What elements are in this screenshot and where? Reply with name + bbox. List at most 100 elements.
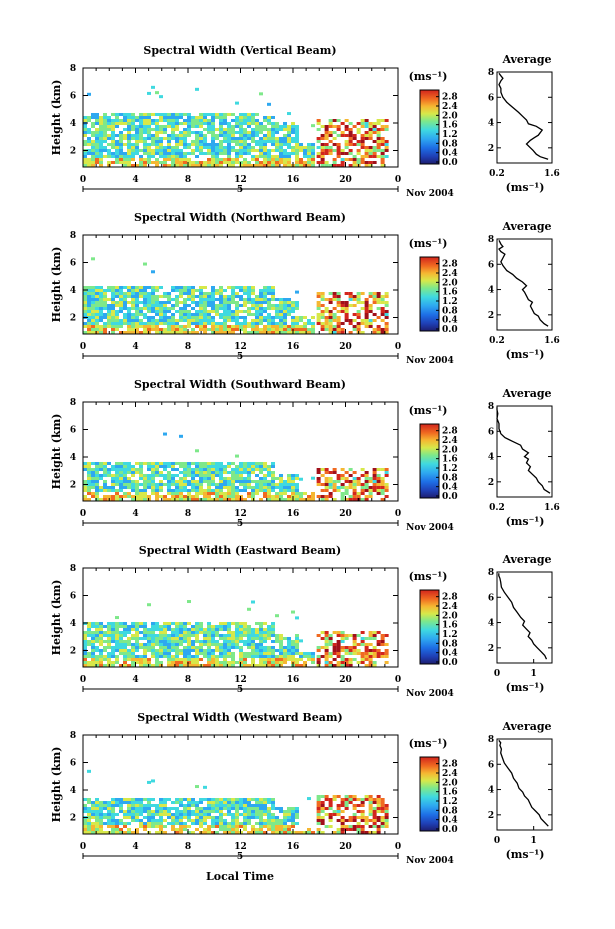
- y-tick-label: 2: [70, 647, 76, 657]
- colorbar-tick-label: 2.8: [442, 427, 458, 437]
- x-tick-label: 16: [287, 842, 300, 852]
- average-y-tick-label: 2: [488, 478, 494, 488]
- x-tick-label: 16: [287, 509, 300, 519]
- panel-1: Spectral Width (Northward Beam) 2 4 6 8 Heigh…: [50, 211, 560, 366]
- colorbar-tick-label: 0.8: [442, 806, 458, 816]
- x-tick-label: 12: [234, 842, 247, 852]
- colorbar-unit: (ms⁻¹): [409, 737, 448, 750]
- x-tick-label: 8: [185, 342, 191, 352]
- average-frame: [496, 571, 553, 664]
- x-tick-label: 12: [234, 509, 247, 519]
- heatmap-cells: [83, 769, 389, 834]
- x-tick-label: 0: [80, 342, 86, 352]
- x-tick-label: 0: [395, 842, 401, 852]
- x-tick-label: 16: [287, 675, 300, 685]
- colorbar-tick-label: 0.8: [442, 139, 458, 149]
- y-tick-label: 8: [70, 64, 76, 74]
- colorbar-tick-label: 0.4: [442, 483, 458, 493]
- average-profile-line: [496, 407, 551, 494]
- colorbar-unit: (ms⁻¹): [409, 570, 448, 583]
- y-tick-label: 4: [70, 286, 76, 296]
- colorbar: [419, 756, 440, 832]
- colorbar-tick-label: 0.0: [442, 658, 458, 668]
- x-tick-label: 8: [185, 175, 191, 185]
- average-y-tick-label: 2: [488, 311, 494, 321]
- date-label: Nov 2004: [406, 356, 454, 366]
- colorbar-tick-label: 2.0: [442, 111, 458, 121]
- y-tick-label: 8: [70, 398, 76, 408]
- colorbar-tick-label: 0.8: [442, 473, 458, 483]
- colorbar-tick-label: 0.0: [442, 158, 458, 168]
- colorbar-tick-label: 1.2: [442, 297, 458, 307]
- average-y-tick-label: 6: [488, 93, 494, 103]
- colorbar-tick-label: 1.6: [442, 621, 458, 631]
- average-y-tick-label: 6: [488, 760, 494, 770]
- average-y-tick-label: 8: [488, 735, 494, 745]
- panel-2: Spectral Width (Southward Beam) 2 4 6 8 Heigh…: [50, 378, 560, 533]
- x-tick-label: 20: [339, 175, 352, 185]
- date-label: Nov 2004: [406, 856, 454, 866]
- day-label: 5: [237, 519, 243, 529]
- y-tick-label: 8: [70, 231, 76, 241]
- colorbar: [419, 423, 440, 499]
- average-profile-line: [498, 573, 548, 660]
- heatmap-cells: [83, 600, 389, 667]
- average-title: Average: [501, 220, 551, 233]
- colorbar: [419, 89, 440, 165]
- colorbar-tick-label: 2.0: [442, 611, 458, 621]
- y-tick-label: 2: [70, 147, 76, 157]
- average-y-tick-label: 4: [488, 119, 494, 129]
- colorbar-unit: (ms⁻¹): [409, 70, 448, 83]
- x-tick-label: 0: [395, 675, 401, 685]
- date-label: Nov 2004: [406, 689, 454, 699]
- x-tick-label: 8: [185, 509, 191, 519]
- average-x-label: (ms⁻¹): [506, 848, 545, 861]
- y-tick-label: 8: [70, 564, 76, 574]
- average-x-label: (ms⁻¹): [506, 181, 545, 194]
- y-tick-label: 6: [70, 759, 76, 769]
- colorbar-unit: (ms⁻¹): [409, 404, 448, 417]
- colorbar-tick-label: 2.4: [442, 769, 458, 779]
- x-tick-label: 4: [132, 342, 138, 352]
- x-tick-label: 4: [132, 175, 138, 185]
- colorbar-tick-label: 2.8: [442, 760, 458, 770]
- colorbar-tick-label: 2.0: [442, 278, 458, 288]
- colorbar-tick-label: 0.4: [442, 149, 458, 159]
- x-tick-label: 0: [80, 509, 86, 519]
- panel-title: Spectral Width (Northward Beam): [134, 211, 346, 224]
- date-label: Nov 2004: [406, 523, 454, 533]
- colorbar-tick-label: 2.4: [442, 602, 458, 612]
- y-tick-label: 4: [70, 619, 76, 629]
- x-axis-label: Local Time: [206, 870, 274, 883]
- average-y-tick-label: 6: [488, 260, 494, 270]
- panel-title: Spectral Width (Southward Beam): [134, 378, 346, 391]
- average-y-tick-label: 8: [488, 68, 494, 78]
- average-frame: [496, 238, 553, 331]
- average-x-tick-label: 1.6: [544, 169, 560, 179]
- average-x-label: (ms⁻¹): [506, 681, 545, 694]
- x-tick-label: 20: [339, 675, 352, 685]
- colorbar-tick-label: 2.8: [442, 593, 458, 603]
- y-tick-label: 4: [70, 119, 76, 129]
- colorbar-tick-label: 2.0: [442, 445, 458, 455]
- colorbar-tick-label: 2.4: [442, 436, 458, 446]
- x-tick-label: 0: [395, 509, 401, 519]
- colorbar-tick-label: 1.6: [442, 121, 458, 131]
- x-tick-label: 16: [287, 342, 300, 352]
- average-profile-line: [498, 72, 549, 160]
- average-title: Average: [501, 720, 551, 733]
- average-y-tick-label: 4: [488, 453, 494, 463]
- average-x-tick-label: 1.6: [544, 503, 560, 513]
- colorbar-tick-label: 2.8: [442, 260, 458, 270]
- average-x-tick-label: 0.2: [489, 169, 505, 179]
- colorbar-tick-label: 1.6: [442, 455, 458, 465]
- average-x-tick-label: 0.2: [489, 503, 505, 513]
- average-y-tick-label: 4: [488, 619, 494, 629]
- y-tick-label: 2: [70, 481, 76, 491]
- colorbar-tick-label: 0.0: [442, 825, 458, 835]
- x-tick-label: 0: [80, 842, 86, 852]
- average-y-tick-label: 2: [488, 644, 494, 654]
- panel-0: Spectral Width (Vertical Beam) 2 4 6 8 Height…: [50, 44, 560, 199]
- colorbar-tick-label: 1.6: [442, 288, 458, 298]
